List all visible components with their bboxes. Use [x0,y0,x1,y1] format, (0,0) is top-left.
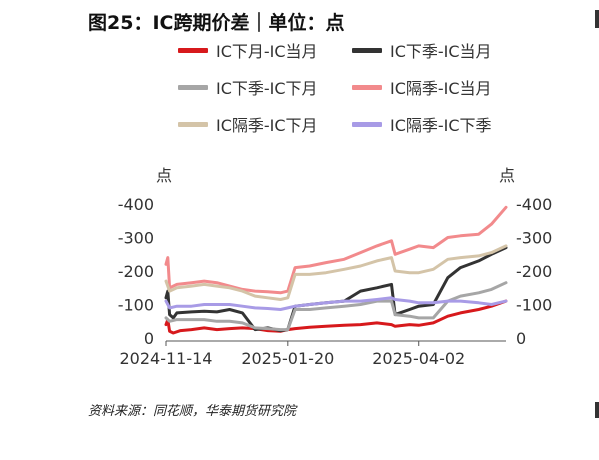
legend-label-2: IC下季-IC当月 [390,42,492,61]
chart-title: 图25：IC跨期价差｜单位：点 [88,12,345,34]
legend-swatch-1 [178,47,208,53]
y-tick-label-left: 0 [144,329,154,348]
legend-label-4: IC隔季-IC当月 [390,79,492,98]
y-tick-label-right: -400 [516,195,552,214]
x-tick-label: 2025-01-20 [241,349,334,368]
line-chart: 0 0 -100 -100 -200 -200 -300 -300 -400 -400 2024-1… [118,195,553,368]
series-line-1 [164,299,508,335]
y-tick-label-left: -400 [118,195,154,214]
y-tick-label-right: 0 [516,329,526,348]
legend-label-3: IC下季-IC下月 [216,79,318,98]
x-tick-label: 2025-04-02 [372,349,465,368]
right-edge-mark [595,10,599,28]
y-tick-label-left: -300 [118,229,154,248]
legend-item-2: IC下季-IC当月 [352,38,492,62]
legend-swatch-2 [352,47,382,53]
x-tick-label: 2024-11-14 [120,349,213,368]
legend-item-4: IC隔季-IC当月 [352,75,492,99]
legend-item-1: IC下月-IC当月 [178,38,318,62]
legend-swatch-5 [178,121,208,127]
series-line-4 [164,205,508,295]
legend-label-1: IC下月-IC当月 [216,42,318,61]
series-line-3 [164,281,508,332]
series-line-6 [164,296,508,311]
series-line-5 [164,244,508,301]
right-axis-unit: 点 [499,166,516,185]
left-axis-unit: 点 [156,166,173,185]
y-tick-label-left: -200 [118,262,154,281]
y-tick-label-left: -100 [118,296,154,315]
source-note: 资料来源：同花顺，华泰期货研究院 [88,404,297,419]
legend-item-6: IC隔季-IC下季 [352,112,492,136]
y-tick-label-right: -200 [516,262,552,281]
y-tick-label-right: -300 [516,229,552,248]
legend-item-5: IC隔季-IC下月 [178,112,318,136]
legend-swatch-3 [178,84,208,90]
legend-swatch-4 [352,84,382,90]
legend-label-6: IC隔季-IC下季 [390,116,492,135]
legend-label-5: IC隔季-IC下月 [216,116,318,135]
legend-item-3: IC下季-IC下月 [178,75,318,99]
legend-swatch-6 [352,121,382,127]
right-edge-mark-bottom [595,402,599,418]
y-tick-label-right: -100 [516,296,552,315]
